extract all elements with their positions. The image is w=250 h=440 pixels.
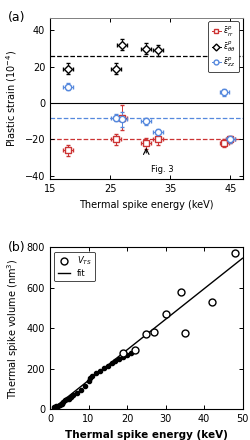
Y-axis label: Plastic strain (10$^{-4}$): Plastic strain (10$^{-4}$) (4, 50, 19, 147)
Legend: $V_{TS}$, fit: $V_{TS}$, fit (54, 252, 95, 282)
Text: (a): (a) (8, 11, 25, 24)
Legend: $\bar{\varepsilon}^p_{rr}$, $\bar{\varepsilon}^p_{\theta\theta}$, $\bar{\varepsi: $\bar{\varepsilon}^p_{rr}$, $\bar{\varep… (208, 22, 239, 72)
X-axis label: Thermal spike energy (keV): Thermal spike energy (keV) (65, 429, 228, 440)
Y-axis label: Thermal spike volume (nm$^3$): Thermal spike volume (nm$^3$) (5, 258, 21, 399)
X-axis label: Thermal spike energy (keV): Thermal spike energy (keV) (79, 200, 214, 210)
Text: Fig. 3: Fig. 3 (151, 165, 174, 174)
Text: (b): (b) (8, 241, 25, 254)
